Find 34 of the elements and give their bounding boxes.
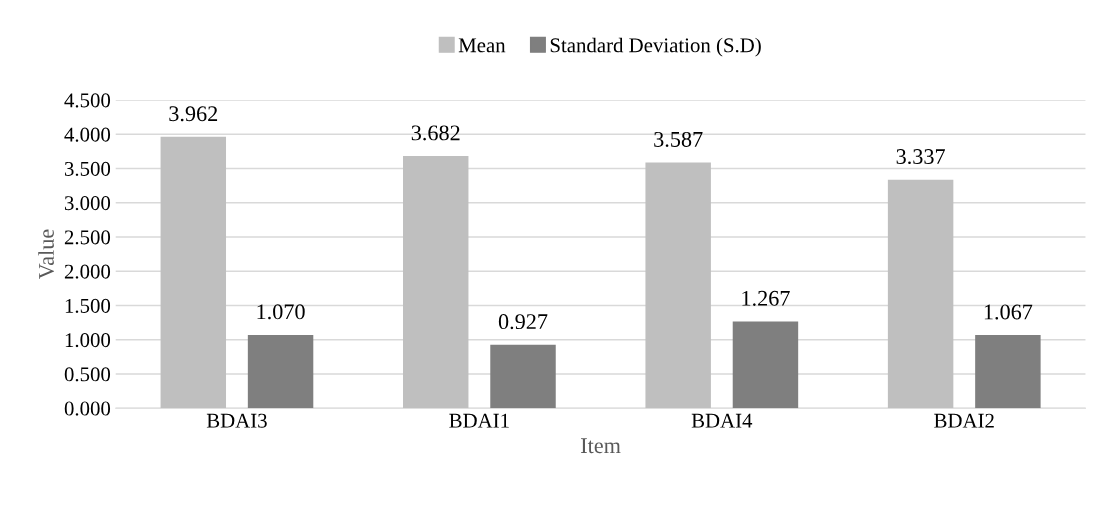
x-tick-label: BDAI1 — [449, 413, 509, 428]
data-label: 1.067 — [984, 304, 1033, 320]
x-axis-title: Item — [581, 438, 621, 454]
bar — [247, 334, 314, 409]
data-label: 3.962 — [169, 106, 218, 122]
bar — [490, 344, 556, 409]
x-tick-label: BDAI3 — [206, 413, 267, 428]
data-label: 3.337 — [896, 149, 945, 165]
bar — [403, 156, 469, 409]
y-tick-label: 4.500 — [64, 93, 111, 108]
data-label: 0.927 — [498, 314, 548, 330]
y-tick-label: 2.000 — [64, 264, 111, 279]
y-tick-label: 1.500 — [65, 298, 111, 313]
data-label: 1.267 — [742, 290, 790, 306]
data-label: 3.587 — [654, 131, 703, 147]
bar — [645, 162, 711, 409]
y-tick-label: 0.500 — [64, 367, 111, 382]
x-tick-label: BDAI2 — [934, 413, 994, 428]
bar — [975, 335, 1041, 409]
y-tick-label: 3.000 — [64, 196, 111, 211]
legend-label: Mean — [458, 38, 506, 53]
y-tick-label: 1.000 — [65, 333, 111, 348]
data-label: 1.070 — [257, 304, 305, 320]
y-axis-title: Value — [38, 229, 55, 280]
y-tick-label: 2.500 — [64, 230, 111, 245]
y-tick-label: 0.000 — [64, 401, 111, 416]
bar — [887, 179, 954, 409]
data-label: 3.682 — [411, 125, 460, 141]
bar — [732, 321, 799, 409]
bar — [160, 136, 227, 409]
y-tick-label: 4.000 — [64, 127, 111, 142]
legend-label: Standard Deviation (S.D) — [550, 37, 761, 57]
x-tick-label: BDAI4 — [691, 413, 753, 428]
y-tick-label: 3.500 — [64, 161, 111, 176]
